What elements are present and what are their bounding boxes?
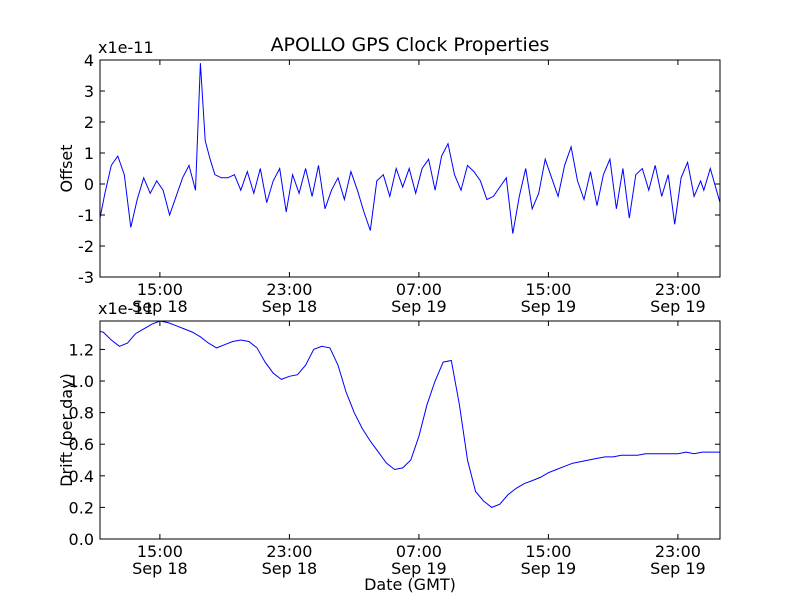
y-axis-title: Offset: [57, 144, 76, 192]
x-tick-date: Sep 18: [132, 297, 188, 316]
y-tick-label: 0.0: [69, 530, 94, 549]
x-tick-date: Sep 19: [391, 297, 447, 316]
y-tick-label: 1.2: [69, 340, 94, 359]
y-tick-label: 3: [84, 82, 94, 101]
y-tick-label: 1: [84, 144, 94, 163]
y-tick-label: -1: [78, 206, 94, 225]
x-tick-time: 07:00: [396, 542, 442, 561]
plot-frame: [99, 59, 721, 278]
x-tick-time: 23:00: [266, 280, 312, 299]
y-tick-label: 0: [84, 175, 94, 194]
x-tick-time: 15:00: [137, 542, 183, 561]
x-tick-time: 23:00: [655, 542, 701, 561]
x-tick-date: Sep 19: [521, 559, 577, 578]
x-tick-date: Sep 18: [262, 297, 318, 316]
series-line: [100, 63, 720, 234]
y-tick-label: 2: [84, 113, 94, 132]
x-tick-date: Sep 18: [262, 559, 318, 578]
x-tick-date: Sep 19: [650, 297, 706, 316]
y-tick-label: 0.4: [69, 467, 94, 486]
x-tick-time: 07:00: [396, 280, 442, 299]
y-tick-label: 0.2: [69, 498, 94, 517]
y-tick-label: -3: [78, 268, 94, 287]
y-axis-title: Drift (per day): [57, 373, 76, 487]
x-tick-date: Sep 19: [391, 559, 447, 578]
y-tick-label: 0.8: [69, 404, 94, 423]
x-tick-time: 15:00: [525, 280, 571, 299]
y-tick-label: 4: [84, 51, 94, 70]
x-axis-title: Date (GMT): [364, 575, 456, 594]
x-tick-time: 15:00: [137, 280, 183, 299]
x-tick-date: Sep 19: [650, 559, 706, 578]
y-tick-label: 1.0: [69, 372, 94, 391]
x-tick-date: Sep 18: [132, 559, 188, 578]
y-tick-label: -2: [78, 237, 94, 256]
plot-frame: [99, 320, 721, 540]
chart-title: APOLLO GPS Clock Properties: [271, 34, 550, 56]
x-tick-time: 23:00: [266, 542, 312, 561]
y-exponent-label: x1e-11: [98, 299, 154, 318]
y-exponent-label: x1e-11: [98, 38, 154, 57]
y-tick-label: 0.6: [69, 435, 94, 454]
series-line: [100, 321, 720, 508]
x-tick-time: 23:00: [655, 280, 701, 299]
x-tick-time: 15:00: [525, 542, 571, 561]
x-tick-date: Sep 19: [521, 297, 577, 316]
